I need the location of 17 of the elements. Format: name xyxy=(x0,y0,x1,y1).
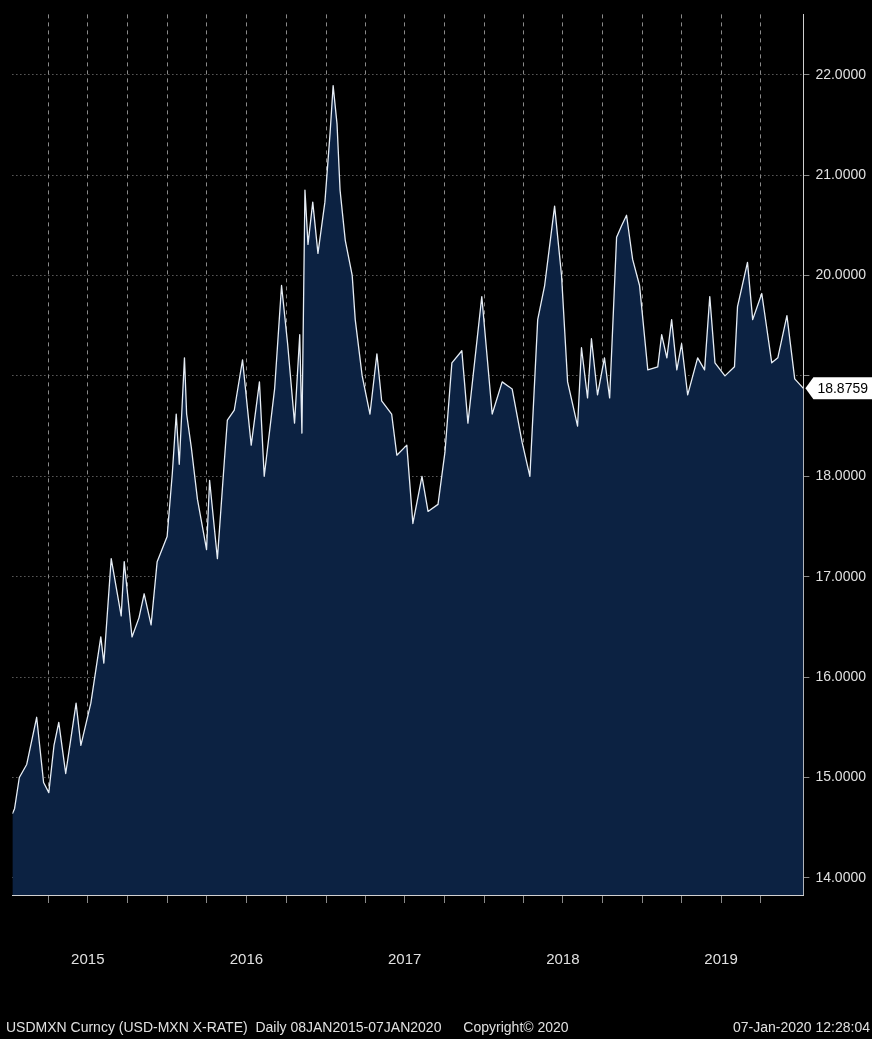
x-tick-label: 2019 xyxy=(704,950,738,968)
y-tick-label: 16.0000 xyxy=(815,667,867,684)
y-tick-label: 20.0000 xyxy=(815,266,867,283)
x-tick-label: 2018 xyxy=(546,950,580,968)
text: 07-Jan-2020 12:28:04 xyxy=(733,1018,871,1035)
text: Copyright© 2020 xyxy=(463,1018,569,1035)
x-tick-label: 2016 xyxy=(229,950,264,968)
annotation: 18.8759 xyxy=(817,380,869,397)
text: USDMXN Curncy (USD-MXN X-RATE) Daily 08JAN2015-07JAN2020 xyxy=(6,1018,442,1035)
x-tick-label: 2015 xyxy=(71,950,105,968)
y-tick-label: 15.0000 xyxy=(815,768,867,785)
y-tick-label: 18.0000 xyxy=(815,467,867,484)
y-tick-label: 14.0000 xyxy=(815,868,867,885)
y-tick-label: 21.0000 xyxy=(815,165,867,182)
x-tick-label: 2017 xyxy=(387,950,422,968)
y-tick-label: 17.0000 xyxy=(815,567,867,584)
y-tick-label: 22.0000 xyxy=(815,65,867,82)
